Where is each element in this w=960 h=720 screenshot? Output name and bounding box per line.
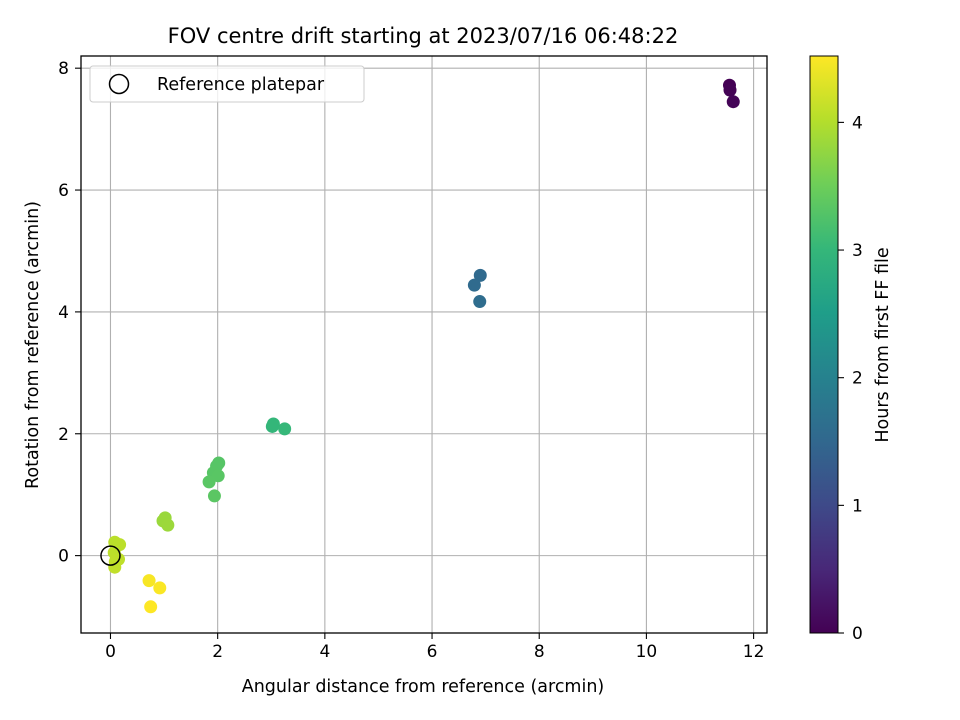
y-tick-label: 6 (58, 181, 69, 201)
scatter-point (467, 278, 481, 292)
grid-lines (81, 56, 767, 633)
scatter-point (207, 489, 221, 503)
reference-marker-layer (100, 545, 121, 566)
scatter-point (144, 600, 158, 614)
x-axis-label: Angular distance from reference (arcmin) (242, 677, 605, 697)
x-tick-label: 0 (105, 642, 116, 662)
data-points (107, 78, 740, 614)
scatter-point (473, 268, 487, 282)
scatter-point (266, 417, 280, 431)
scatter-point (153, 581, 167, 595)
y-tick-label: 8 (58, 59, 69, 79)
x-tick-label: 6 (427, 642, 438, 662)
chart-title: FOV centre drift starting at 2023/07/16 … (168, 24, 679, 48)
reference-platepar-marker (100, 545, 121, 566)
y-tick-label: 2 (58, 425, 69, 445)
legend-entry-reference: Reference platepar (157, 75, 325, 95)
scatter-point (726, 95, 740, 109)
colorbar-tick-label: 4 (852, 113, 863, 133)
scatter-point (161, 518, 175, 532)
y-tick-label: 4 (58, 303, 69, 323)
colorbar-tick-label: 3 (852, 241, 863, 261)
scatter-point (278, 422, 292, 436)
scatter-point (473, 295, 487, 309)
x-tick-label: 8 (534, 642, 545, 662)
colorbar-tick-label: 2 (852, 369, 863, 389)
x-tick-label: 2 (212, 642, 223, 662)
scatter-point (211, 469, 225, 483)
y-axis-ticks: 0 2 4 6 8 (58, 59, 81, 567)
x-tick-label: 4 (319, 642, 330, 662)
colorbar-tick-label: 0 (852, 624, 863, 644)
colorbar-ticks: 0 1 2 3 4 (838, 113, 863, 644)
scatter-point (723, 83, 737, 97)
x-axis-ticks: 0 2 4 6 8 10 12 (105, 633, 764, 662)
plot-frame (80, 55, 768, 634)
legend: Reference platepar (89, 65, 365, 103)
x-tick-label: 10 (636, 642, 658, 662)
x-tick-label: 12 (743, 642, 765, 662)
y-axis-label: Rotation from reference (arcmin) (23, 201, 43, 489)
colorbar (809, 55, 839, 634)
legend-reference-marker (108, 73, 130, 95)
colorbar-label: Hours from first FF file (873, 247, 893, 442)
scatter-point (202, 475, 216, 489)
scatter-point (108, 560, 122, 574)
y-tick-label: 0 (58, 547, 69, 567)
legend-box (89, 65, 365, 103)
scatter-point (142, 574, 156, 588)
colorbar-tick-label: 1 (852, 496, 863, 516)
